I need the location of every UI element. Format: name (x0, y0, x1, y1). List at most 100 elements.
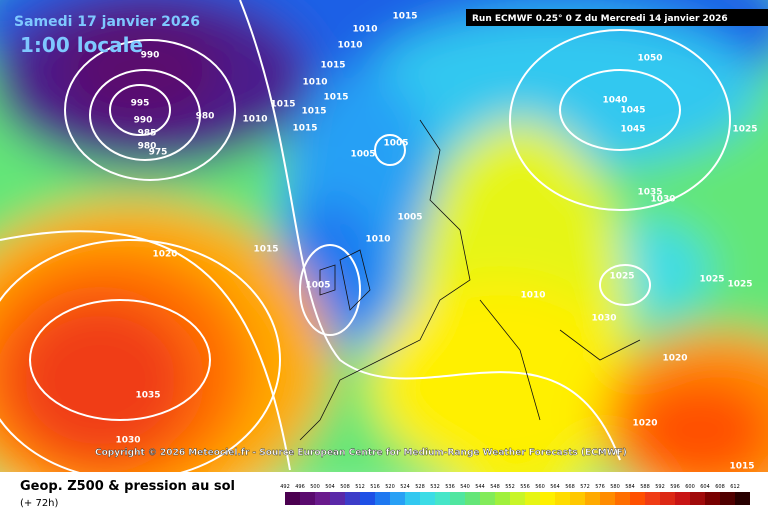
colorbar-cell (420, 492, 435, 505)
isobar-label: 1010 (302, 78, 327, 88)
isobar-label: 1025 (732, 125, 757, 135)
colorbar-tick: 528 (415, 484, 425, 490)
colorbar-cell (345, 492, 360, 505)
isobar-label: 1015 (729, 462, 754, 472)
colorbar-cell (525, 492, 540, 505)
isobar-label: 1025 (699, 275, 724, 285)
isobar-label: 990 (141, 51, 160, 61)
run-box (466, 9, 768, 26)
coastlines (299, 119, 641, 441)
colorbar-tick: 532 (430, 484, 440, 490)
isobar-label: 1005 (383, 139, 408, 149)
colorbar-cell (540, 492, 555, 505)
colorbar-cell (555, 492, 570, 505)
colorbar-tick: 492 (280, 484, 290, 490)
colorbar-tick: 496 (295, 484, 305, 490)
colorbar-cell (690, 492, 705, 505)
isobar-label: 975 (149, 148, 168, 158)
isobar-label: 1015 (301, 107, 326, 117)
colorbar-tick: 544 (475, 484, 485, 490)
isobar-label: 1005 (397, 213, 422, 223)
isobar-label: 995 (131, 99, 150, 109)
isobar-label: 1050 (637, 54, 662, 64)
run: Run ECMWF 0.25° 0 Z du Mercredi 14 janvi… (472, 14, 728, 24)
isobar-label: 1015 (320, 61, 345, 71)
isobar-label: 1025 (727, 280, 752, 290)
colorbar-tick: 612 (730, 484, 740, 490)
isobar-label: 980 (138, 142, 157, 152)
colorbar-tick: 540 (460, 484, 470, 490)
isobar-label: 1025 (609, 272, 634, 282)
colorbar-cell (660, 492, 675, 505)
isobar-label: 1005 (350, 150, 375, 160)
isobar-label: 1010 (337, 41, 362, 51)
footer-lead: (+ 72h) (20, 498, 59, 509)
colorbar-cell (705, 492, 720, 505)
isobar-label: 1040 (602, 96, 627, 106)
colorbar-tick: 576 (595, 484, 605, 490)
colorbar-cell (330, 492, 345, 505)
colorbar-cell (360, 492, 375, 505)
isobar-label: 1015 (270, 100, 295, 110)
colorbar-cell (570, 492, 585, 505)
colorbar-tick: 548 (490, 484, 500, 490)
colorbar-cell (510, 492, 525, 505)
colorbar-cell (630, 492, 645, 505)
isobar-label: 990 (134, 116, 153, 126)
isobar-label: 1010 (352, 25, 377, 35)
colorbar-cell (495, 492, 510, 505)
isobar-label: 1045 (620, 125, 645, 135)
colorbar-tick: 516 (370, 484, 380, 490)
colorbar-tick: 504 (325, 484, 335, 490)
colorbar-cell (405, 492, 420, 505)
colorbar-tick: 592 (655, 484, 665, 490)
isobar-label: 1030 (115, 436, 140, 446)
isobar-label: 1035 (637, 188, 662, 198)
colorbar-tick: 584 (625, 484, 635, 490)
colorbar-cell (375, 492, 390, 505)
colorbar-cell (480, 492, 495, 505)
colorbar-tick: 600 (685, 484, 695, 490)
colorbar-tick: 588 (640, 484, 650, 490)
isobar-label: 1005 (305, 281, 330, 291)
isobar-label: 1030 (650, 195, 675, 205)
colorbar-cell (615, 492, 630, 505)
colorbar-cell (675, 492, 690, 505)
isobar-label: 1015 (323, 93, 348, 103)
isobar-label: 1045 (620, 106, 645, 116)
colorbar-tick: 508 (340, 484, 350, 490)
isobar-label: 985 (138, 129, 157, 139)
isobar-label: 1030 (591, 314, 616, 324)
colorbar-tick: 512 (355, 484, 365, 490)
copyright: Copyright © 2026 Meteociel.fr - Source E… (95, 448, 627, 458)
colorbar-cell (315, 492, 330, 505)
isobar-label: 1020 (632, 419, 657, 429)
colorbar-cell (600, 492, 615, 505)
colorbar-tick: 564 (550, 484, 560, 490)
colorbar-tick: 572 (580, 484, 590, 490)
colorbar-tick: 560 (535, 484, 545, 490)
colorbar-tick: 580 (610, 484, 620, 490)
colorbar-tick: 552 (505, 484, 515, 490)
colorbar-cell (450, 492, 465, 505)
colorbar-tick: 524 (400, 484, 410, 490)
colorbar-cell (390, 492, 405, 505)
colorbar-tick: 500 (310, 484, 320, 490)
isobar-label: 1020 (152, 250, 177, 260)
colorbar-tick: 596 (670, 484, 680, 490)
isobar-label: 1015 (253, 245, 278, 255)
colorbar-tick: 520 (385, 484, 395, 490)
date: Samedi 17 janvier 2026 (14, 14, 200, 30)
colorbar-tick: 536 (445, 484, 455, 490)
colorbar-cell (585, 492, 600, 505)
colorbar-cell (435, 492, 450, 505)
colorbar-tick: 608 (715, 484, 725, 490)
isobar-label: 1015 (292, 124, 317, 134)
colorbar-tick: 556 (520, 484, 530, 490)
isobar-label: 1010 (242, 115, 267, 125)
isobar-label: 1020 (662, 354, 687, 364)
isobar-label: 1010 (365, 235, 390, 245)
